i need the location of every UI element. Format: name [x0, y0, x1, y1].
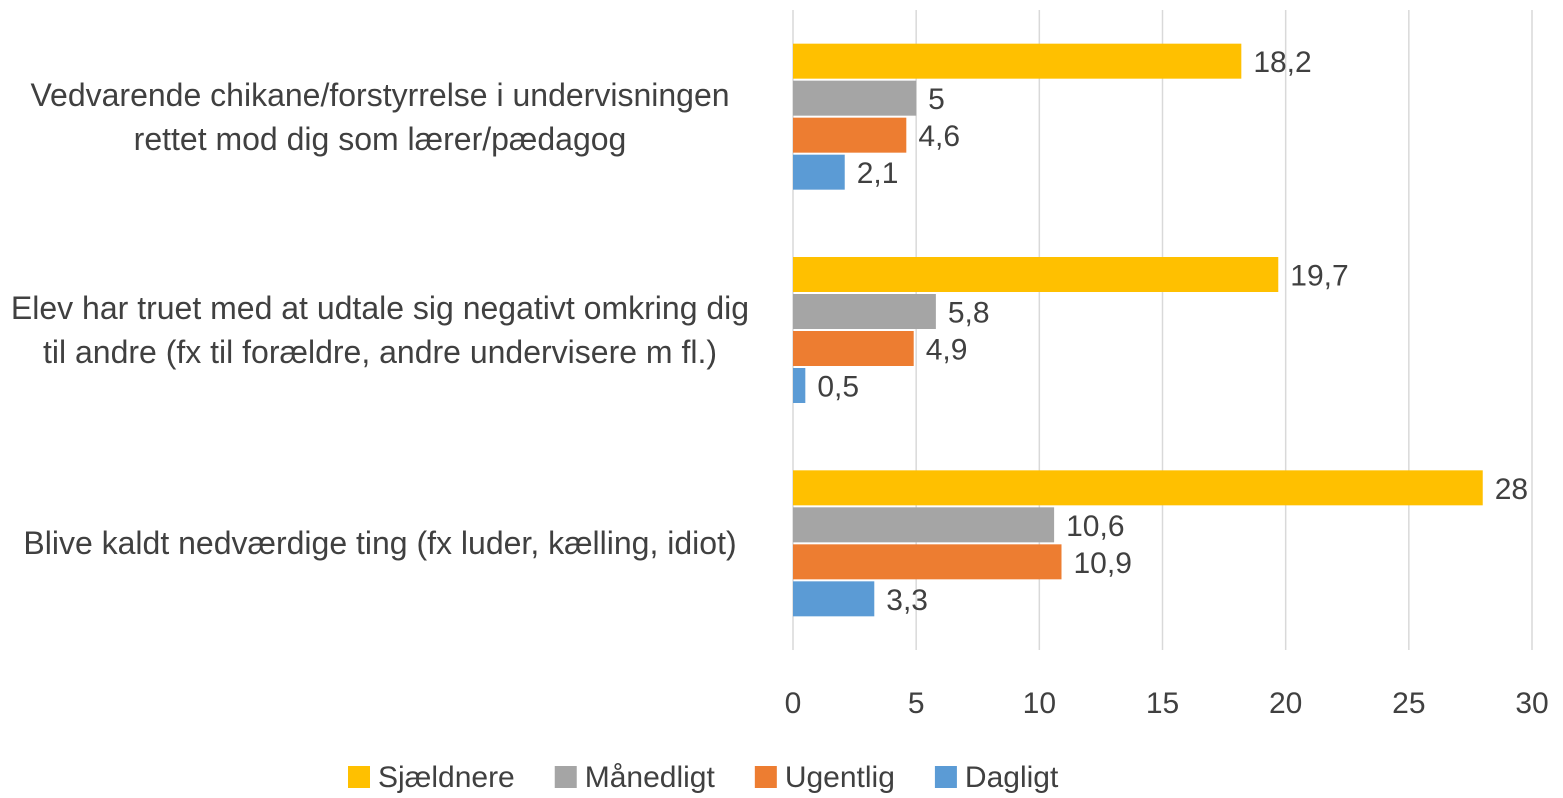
bar	[793, 470, 1483, 506]
value-label: 5,8	[948, 296, 990, 329]
legend-label: Sjældnere	[378, 761, 515, 794]
bar	[793, 368, 806, 403]
value-label: 19,7	[1290, 259, 1348, 292]
bar	[793, 294, 936, 329]
x-tick-label: 0	[785, 687, 802, 720]
legend-swatch	[934, 766, 957, 788]
bar	[793, 80, 917, 116]
legend-label: Ugentlig	[785, 761, 895, 794]
x-tick-label: 10	[1023, 687, 1056, 720]
bar	[793, 154, 845, 190]
category-label: Elev har truet med at udtale sig negativ…	[10, 290, 750, 370]
bar	[793, 257, 1279, 292]
x-tick-label: 20	[1269, 687, 1302, 720]
category-label: Vedvarende chikane/forstyrrelse i underv…	[30, 76, 730, 157]
bar	[793, 331, 914, 366]
bar	[793, 117, 907, 153]
x-tick-label: 25	[1392, 687, 1425, 720]
bar	[793, 544, 1062, 580]
bar	[793, 43, 1242, 79]
legend-swatch	[348, 766, 370, 788]
value-label: 4,9	[926, 333, 968, 366]
value-label: 5	[928, 83, 945, 116]
legend-label: Dagligt	[965, 761, 1059, 794]
bar	[793, 581, 875, 617]
value-label: 0,5	[817, 370, 859, 403]
value-label: 2,1	[857, 157, 899, 190]
value-label: 18,2	[1253, 46, 1311, 79]
value-label: 28	[1495, 473, 1528, 506]
x-tick-label: 15	[1146, 687, 1179, 720]
legend-swatch	[554, 766, 577, 788]
legend-label: Månedligt	[585, 761, 716, 794]
value-label: 10,6	[1066, 510, 1124, 543]
value-label: 10,9	[1074, 547, 1132, 580]
bar	[793, 507, 1055, 543]
x-tick-label: 30	[1515, 687, 1548, 720]
value-label: 4,6	[918, 120, 960, 153]
legend-swatch	[754, 766, 777, 788]
x-tick-label: 5	[908, 687, 925, 720]
category-label: Blive kaldt nedværdige ting (fx luder, k…	[23, 525, 737, 562]
value-label: 3,3	[886, 584, 928, 617]
